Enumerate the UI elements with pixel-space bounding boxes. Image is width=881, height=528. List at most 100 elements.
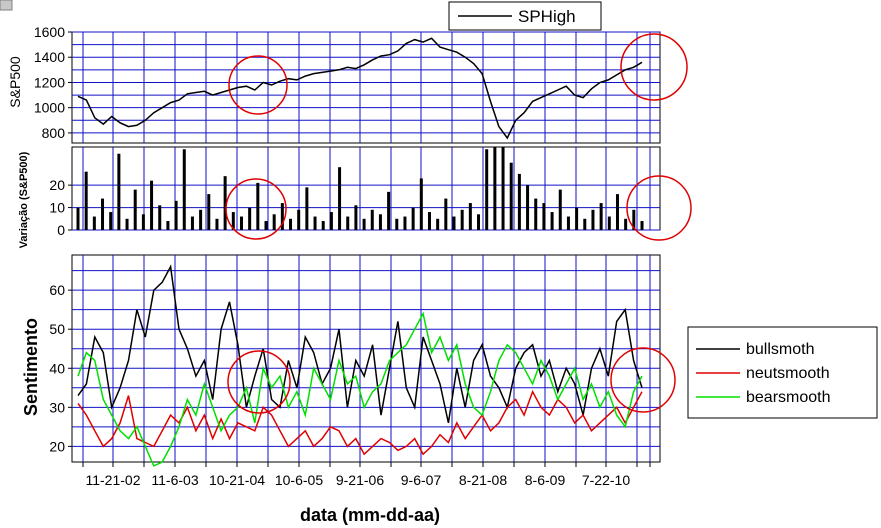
legend-label-bears: bearsmooth — [746, 389, 831, 406]
x-tick-label: 8-21-08 — [459, 472, 507, 488]
variation-bar — [190, 216, 194, 230]
variation-bar — [248, 207, 252, 230]
variation-bar — [411, 207, 415, 230]
variation-bar — [395, 218, 399, 230]
variation-bar — [485, 149, 489, 230]
variation-bar — [174, 200, 178, 230]
legend-label-bulls: bullsmoth — [746, 341, 814, 358]
y-tick-label: 20 — [49, 177, 65, 193]
variation-bar — [493, 147, 497, 230]
x-tick-label: 9-6-07 — [401, 472, 442, 488]
variation-bar — [534, 198, 538, 230]
variation-bar — [501, 147, 505, 230]
annotation-circle-sp500-2004 — [228, 55, 288, 115]
y-tick-label: 800 — [42, 125, 66, 141]
variation-bar — [215, 218, 219, 230]
series-line-bullsmoth — [77, 264, 643, 424]
variation-bar — [566, 216, 570, 230]
variation-bar — [378, 214, 382, 230]
y-tick-label: 1200 — [34, 74, 65, 90]
variation-bar — [387, 191, 391, 230]
annotation-circles — [225, 33, 692, 414]
variation-bar — [468, 203, 472, 230]
variation-bar — [150, 180, 154, 230]
variation-bar — [182, 149, 186, 230]
variation-bar — [76, 207, 80, 230]
x-tick-label: 7-22-10 — [582, 472, 630, 488]
sp500-y-axis-label: S&P500 — [7, 56, 23, 108]
variation-bar — [591, 209, 595, 230]
variation-bar — [305, 187, 309, 230]
x-tick-label: 10-21-04 — [209, 472, 265, 488]
variation-bar — [92, 216, 96, 230]
variation-bar — [370, 209, 374, 230]
variation-bar — [517, 173, 521, 230]
variation-bar — [338, 167, 342, 230]
variation-bar — [550, 212, 554, 230]
annotation-circle-sp500-end — [620, 33, 688, 101]
variation-bar — [436, 218, 440, 230]
y-tick-label: 1000 — [34, 100, 65, 116]
variation-bar — [231, 212, 235, 230]
y-tick-label: 50 — [49, 321, 65, 337]
annotation-circle-sentiment-end — [610, 347, 676, 413]
variation-bar — [477, 214, 481, 230]
variation-bar — [272, 214, 276, 230]
variation-y-axis-label: Variação (S&P500) — [18, 151, 30, 248]
variation-bar — [444, 198, 448, 230]
sentiment-panel-frame — [71, 254, 661, 463]
variation-bar — [313, 216, 317, 230]
grid-lines — [72, 31, 660, 462]
series-line-neutsmooth — [77, 389, 643, 456]
x-tick-label: 8-6-09 — [525, 472, 566, 488]
legend-label-neuts: neutsmooth — [746, 365, 830, 382]
series-line-sphigh — [77, 37, 643, 140]
y-tick-label: 1400 — [34, 49, 65, 65]
variation-bar — [289, 218, 293, 230]
variation-bar — [558, 189, 562, 230]
y-tick-label: 1600 — [34, 24, 65, 40]
x-tick-label: 11-6-03 — [151, 472, 198, 488]
corner-icon — [0, 0, 13, 11]
variation-bar — [509, 162, 513, 230]
variation-bar — [460, 209, 464, 230]
variation-bar — [256, 182, 260, 230]
variation-bar — [452, 216, 456, 230]
variation-bar — [141, 214, 145, 230]
x-tick-label: 9-21-06 — [336, 472, 384, 488]
variation-bar — [607, 216, 611, 230]
annotation-circle-variation-2004 — [225, 178, 287, 240]
legend-label-sphigh: SPHigh — [518, 7, 576, 26]
y-tick-label: 40 — [49, 360, 65, 376]
variation-bar — [239, 216, 243, 230]
variation-bar — [362, 218, 366, 230]
x-axis-label: data (mm-dd-aa) — [300, 505, 440, 525]
sentiment-legend: bullsmoth neutsmooth bearsmooth — [687, 326, 878, 419]
variation-bar — [223, 176, 227, 230]
variation-bar — [158, 205, 162, 230]
annotation-circle-sentiment-2004 — [227, 350, 291, 414]
variation-bar — [321, 221, 325, 230]
y-tick-label: 30 — [49, 399, 65, 415]
variation-bar — [354, 205, 358, 230]
variation-bar — [297, 209, 301, 230]
variation-bar — [640, 221, 644, 230]
sp500-panel-frame — [71, 31, 661, 144]
variation-bar — [207, 194, 211, 230]
variation-bar — [101, 198, 105, 230]
variation-bar — [117, 153, 121, 230]
variation-bar — [280, 203, 284, 230]
variation-bar — [199, 209, 203, 230]
y-tick-label: 60 — [49, 282, 65, 298]
sentiment-y-axis-label: Sentimento — [21, 318, 41, 416]
sp500-legend: SPHigh — [448, 1, 602, 31]
variation-bar — [125, 218, 129, 230]
y-tick-label: 0 — [57, 222, 65, 238]
variation-bar — [542, 203, 546, 230]
variation-bar — [575, 207, 579, 230]
variation-bar — [133, 189, 137, 230]
variation-bar — [624, 218, 628, 230]
variation-bar — [403, 216, 407, 230]
axis-ticks: 800 1000 1200 1400 1600 0 10 20 20 30 40 50 60 11-21-… — [34, 24, 651, 488]
